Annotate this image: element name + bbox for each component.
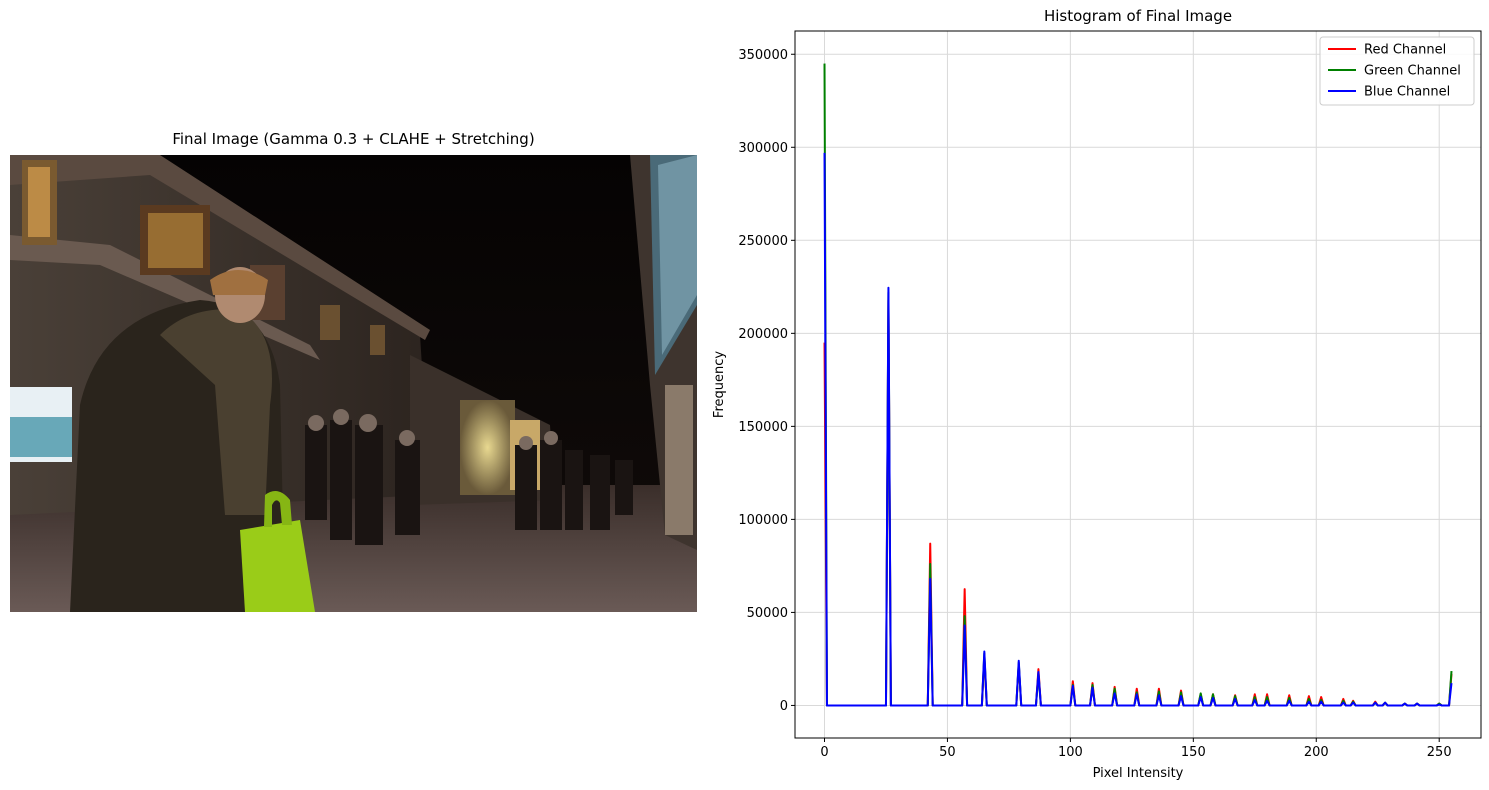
axis-ticks: 0 50 100 150 200 250 0 50000 100000 150000 200000 2… [738, 48, 1451, 760]
chart-title: Histogram of Final Image [1043, 7, 1233, 25]
legend-box [1319, 36, 1475, 106]
y-tick-label: 350000 [738, 48, 788, 63]
series-line-green-channel [823, 63, 1453, 707]
x-tick-label: 50 [939, 745, 956, 760]
x-tick-label: 0 [820, 745, 828, 760]
legend-entry: Blue Channel [1364, 85, 1450, 100]
grid-lines [795, 31, 1481, 738]
x-tick-label: 250 [1427, 745, 1452, 760]
legend: Red Channel Green Channel Blue Channel [1319, 36, 1475, 106]
y-tick-label: 200000 [738, 327, 788, 342]
street-night-photo [10, 155, 697, 612]
y-tick-label: 0 [780, 699, 788, 714]
legend-entry: Green Channel [1364, 64, 1461, 79]
y-tick-label: 50000 [747, 606, 788, 621]
photo-title: Final Image (Gamma 0.3 + CLAHE + Stretch… [172, 130, 535, 148]
y-tick-label: 300000 [738, 141, 788, 156]
plot-frame [794, 30, 1482, 739]
series-lines [823, 63, 1453, 707]
y-axis-label: Frequency [712, 351, 727, 418]
x-tick-label: 200 [1304, 745, 1329, 760]
x-tick-label: 100 [1058, 745, 1083, 760]
series-line-red-channel [823, 298, 1453, 707]
y-tick-label: 100000 [738, 513, 788, 528]
y-tick-label: 150000 [738, 420, 788, 435]
series-line-blue-channel [823, 152, 1453, 707]
y-tick-label: 250000 [738, 234, 788, 249]
legend-entry: Red Channel [1364, 43, 1446, 58]
x-tick-label: 150 [1181, 745, 1206, 760]
x-axis-label: Pixel Intensity [1093, 766, 1184, 781]
